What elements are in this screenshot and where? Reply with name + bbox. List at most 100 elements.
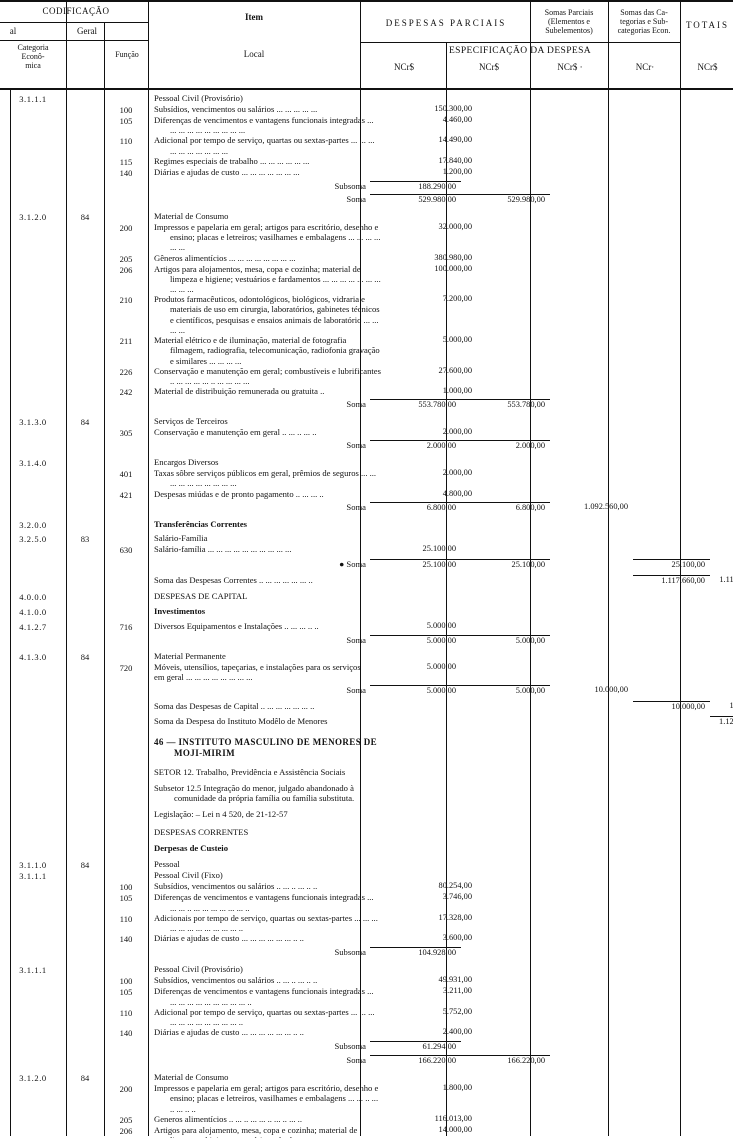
table-row: Soma das Despesas Correntes .. ... ... .… bbox=[0, 574, 733, 586]
cell-descricao: Diárias e ajudas de custo ... ... ... ..… bbox=[154, 166, 300, 177]
cell-categoria bbox=[0, 575, 66, 576]
cell-item bbox=[104, 1055, 148, 1056]
cell-despesas-parciais-1: 49.931,00 bbox=[438, 975, 473, 985]
cell-funcao: 84 bbox=[80, 211, 90, 222]
cell-item: 242 bbox=[119, 387, 133, 398]
cell-item bbox=[104, 93, 148, 94]
cell-item: 211 bbox=[119, 336, 133, 347]
cell-descricao: Soma bbox=[346, 634, 366, 645]
cell-despesas-parciais-1: 553.780,00 bbox=[370, 399, 461, 410]
cell-item: 210 bbox=[119, 295, 133, 306]
cell-item bbox=[104, 1041, 148, 1042]
cell-funcao: 83 bbox=[80, 533, 90, 544]
table-row: 3.2.5.0 83 Salário-Família bbox=[0, 533, 733, 544]
table-row: 305 Conservação e manutenção em geral .. … bbox=[0, 427, 733, 438]
table-row: 100 Subsídios, vencimentos ou salários ..… bbox=[0, 975, 733, 986]
cell-categoria bbox=[0, 1083, 66, 1084]
table-row: 242 Material de distribuição remunerada o… bbox=[0, 386, 733, 397]
cell-item bbox=[104, 533, 148, 534]
cell-categoria: 3.1.1.1 bbox=[19, 871, 47, 882]
cell-despesas-parciais-1: 2.400,00 bbox=[442, 1027, 472, 1037]
cell-funcao bbox=[66, 366, 104, 367]
cell-categoria bbox=[0, 386, 66, 387]
cell-categoria bbox=[0, 767, 66, 768]
cell-funcao bbox=[66, 264, 104, 265]
table-row: 200 Impressos e papelaria em geral; artig… bbox=[0, 222, 733, 253]
row-spacer bbox=[0, 727, 733, 737]
cell-categoria bbox=[0, 194, 66, 195]
cell-despesas-parciais-1: 32.000,00 bbox=[438, 221, 473, 231]
cell-item: 100 bbox=[119, 976, 133, 987]
cell-funcao bbox=[66, 606, 104, 607]
cell-descricao: Encargos Diversos bbox=[154, 457, 219, 468]
cell-despesas-parciais-1: 14.490,00 bbox=[438, 135, 473, 145]
cell-funcao bbox=[66, 115, 104, 116]
cell-descricao: Salário-família ... ... ... ... ... ... … bbox=[154, 543, 292, 554]
cell-despesas-parciais-1: 25.100,00 bbox=[370, 558, 461, 570]
cell-categoria: 3.1.1.1 bbox=[19, 94, 47, 104]
header-despesas-parciais: DESPESAS PARCIAIS bbox=[385, 18, 507, 28]
cell-descricao: Diferenças de vencimentos e vantagens fu… bbox=[154, 892, 374, 913]
table-row: 115 Regimes especiais de trabalho ... ...… bbox=[0, 156, 733, 167]
row-spacer bbox=[0, 760, 733, 767]
cell-categoria: 3.1.2.0 bbox=[19, 211, 47, 222]
cell-item: 401 bbox=[119, 469, 133, 480]
cell-item bbox=[104, 591, 148, 592]
cell-funcao bbox=[66, 181, 104, 182]
cell-descricao: Regimes especiais de trabalho ... ... ..… bbox=[154, 155, 310, 166]
cell-funcao bbox=[66, 716, 104, 717]
cell-categoria bbox=[0, 892, 66, 893]
cell-funcao bbox=[66, 1055, 104, 1056]
cell-categoria: 3.2.0.0 bbox=[19, 519, 47, 530]
table-row: 200 Impressos e papelaria em geral; artig… bbox=[0, 1083, 733, 1114]
table-row: Soma da Despesa do Instituto Modêlo de M… bbox=[0, 716, 733, 727]
cell-categoria bbox=[0, 115, 66, 116]
table-row: 105 Diferenças de vencimentos e vantagens… bbox=[0, 986, 733, 1006]
cell-funcao bbox=[66, 156, 104, 157]
cell-descricao: Artigos para alojamentos, mesa, copa e c… bbox=[154, 263, 381, 294]
cell-categoria bbox=[0, 701, 66, 702]
table-row: 226 Conservação e manutenção em geral; co… bbox=[0, 366, 733, 386]
cell-funcao: 84 bbox=[80, 417, 90, 428]
cell-funcao bbox=[66, 440, 104, 441]
cell-item bbox=[104, 606, 148, 607]
table-row: 3.1.2.0 84 Material de Consumo bbox=[0, 1072, 733, 1083]
cell-item: 226 bbox=[119, 366, 133, 377]
cell-funcao: 84 bbox=[80, 1073, 90, 1084]
cell-funcao bbox=[66, 253, 104, 254]
header-categoria-economica: Categoria Econô-mica bbox=[17, 43, 49, 70]
cell-funcao bbox=[66, 104, 104, 105]
cell-despesas-parciais-2: 2.000,00 bbox=[461, 440, 550, 451]
cell-descricao: Subsoma bbox=[334, 180, 366, 191]
table-row: 421 Despesas miúdas e de pronto pagamento… bbox=[0, 489, 733, 500]
table-row: 110 Adicionais por tempo de serviço, quar… bbox=[0, 913, 733, 933]
cell-item: 140 bbox=[119, 934, 133, 945]
cell-totais: 10.000,00 bbox=[729, 701, 733, 711]
cell-item: 200 bbox=[119, 1084, 133, 1095]
cell-funcao bbox=[66, 468, 104, 469]
cell-descricao: Soma bbox=[346, 440, 366, 451]
cell-item: 140 bbox=[119, 167, 133, 178]
cell-despesas-parciais-1: 3.746,00 bbox=[442, 892, 472, 902]
cell-despesas-parciais-1: 1.000,00 bbox=[442, 386, 472, 396]
cell-descricao: Diárias e ajudas de custo ... ... ... ..… bbox=[154, 933, 304, 944]
cell-item: 720 bbox=[119, 662, 133, 673]
cell-categoria: 4.1.3.0 bbox=[19, 651, 47, 662]
cell-funcao bbox=[66, 222, 104, 223]
cell-item: 105 bbox=[119, 116, 133, 126]
header-totais: TOTAIS bbox=[685, 20, 730, 30]
cell-descricao: Impressos e papelaria em geral; artigos … bbox=[154, 221, 381, 253]
cell-funcao bbox=[66, 737, 104, 738]
cell-descricao: Subsoma bbox=[334, 1041, 366, 1052]
cell-item: 110 bbox=[119, 1007, 133, 1018]
cell-descricao: ● Soma bbox=[339, 558, 366, 569]
cell-somas-categorias: 25.100,00 bbox=[633, 558, 710, 570]
header-currency-5: NCr$ bbox=[697, 62, 718, 72]
cell-funcao bbox=[66, 662, 104, 663]
cell-despesas-parciais-1: 61.294,00 bbox=[370, 1041, 461, 1052]
cell-descricao: Impressos e papelaria em geral; artigos … bbox=[154, 1083, 379, 1114]
cell-item: 100 bbox=[119, 105, 133, 115]
cell-categoria bbox=[0, 502, 66, 503]
cell-somas-parciais: 1.092.560,00 bbox=[584, 501, 628, 511]
cell-descricao: Subsetor 12.5 Integração do menor, julga… bbox=[154, 782, 355, 804]
